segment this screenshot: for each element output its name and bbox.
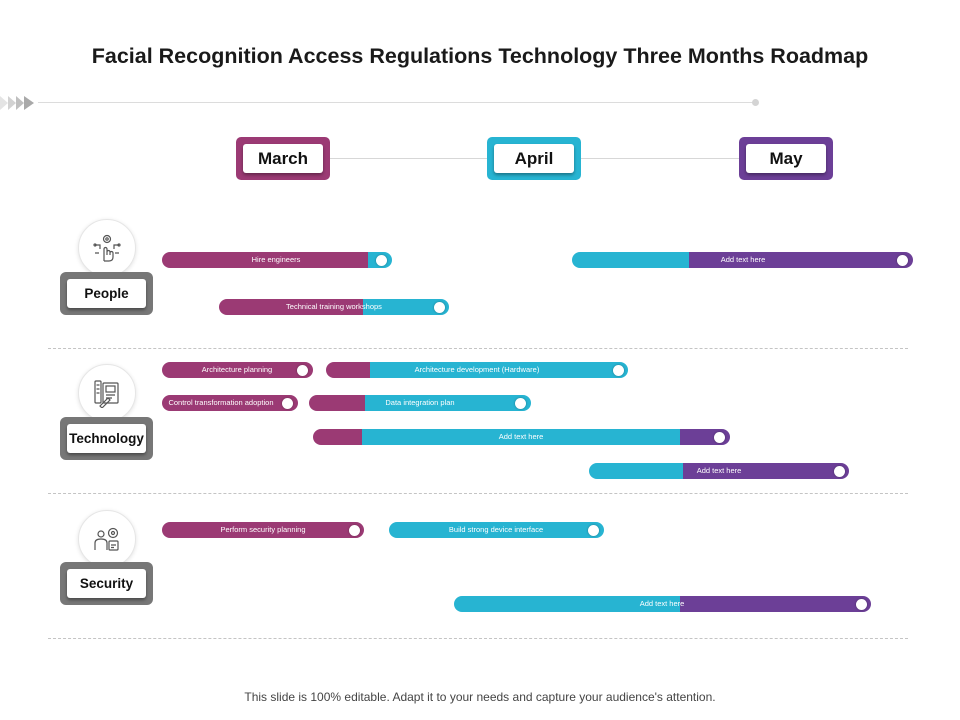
month-label: March [243,144,323,173]
task-label: Data integration plan [385,398,455,407]
person-gear-icon [94,527,119,551]
task-label: Build strong device interface [448,525,544,534]
chevron-right-icon [0,96,34,110]
task-end-knob [834,465,845,477]
category-label: Technology [67,424,146,453]
task-end-knob [282,397,293,409]
task-label: Technical training workshops [286,302,382,311]
task-bar [309,395,531,411]
task-bar [572,252,913,268]
task-bar [219,299,449,315]
month-march: March [236,137,330,180]
document-pencil-icon [94,380,119,408]
task-end-knob [349,524,360,536]
task-label: Architecture development (Hardware) [414,365,540,374]
task-bar [162,522,364,538]
category-label: People [67,279,146,308]
task-label: Add text here [696,466,742,475]
task-end-knob [434,301,445,313]
hand-pointer-gear-icon [93,234,121,262]
task-bar [454,596,871,612]
task-label: Architecture planning [201,365,273,374]
security-icon-circle [78,510,136,568]
task-bar [162,252,392,268]
task-bar [589,463,849,479]
page-title: Facial Recognition Access Regulations Te… [91,44,869,68]
category-technology: Technology [60,417,153,460]
timeline-line [38,102,755,103]
task-label: Hire engineers [251,255,301,264]
month-label: April [494,144,574,173]
section-divider [48,638,908,639]
section-divider [48,348,908,349]
category-security: Security [60,562,153,605]
task-label: Add text here [720,255,766,264]
task-end-knob [297,364,308,376]
people-icon-circle [78,219,136,277]
task-end-knob [588,524,599,536]
task-end-knob [856,598,867,610]
task-end-knob [376,254,387,266]
month-april: April [487,137,581,180]
task-bar [162,362,313,378]
task-end-knob [515,397,526,409]
category-label: Security [67,569,146,598]
category-people: People [60,272,153,315]
month-may: May [739,137,833,180]
month-label: May [746,144,826,173]
task-bar [162,395,298,411]
footer-note: This slide is 100% editable. Adapt it to… [244,690,716,704]
timeline-end-dot [752,99,759,106]
task-bar [389,522,604,538]
task-end-knob [714,431,725,443]
task-end-knob [897,254,908,266]
section-divider [48,493,908,494]
task-bar [326,362,628,378]
task-label: Perform security planning [220,525,306,534]
task-label: Control transformation adoption [168,398,274,407]
task-label: Add text here [639,599,685,608]
task-end-knob [613,364,624,376]
technology-icon-circle [78,364,136,422]
task-label: Add text here [498,432,544,441]
